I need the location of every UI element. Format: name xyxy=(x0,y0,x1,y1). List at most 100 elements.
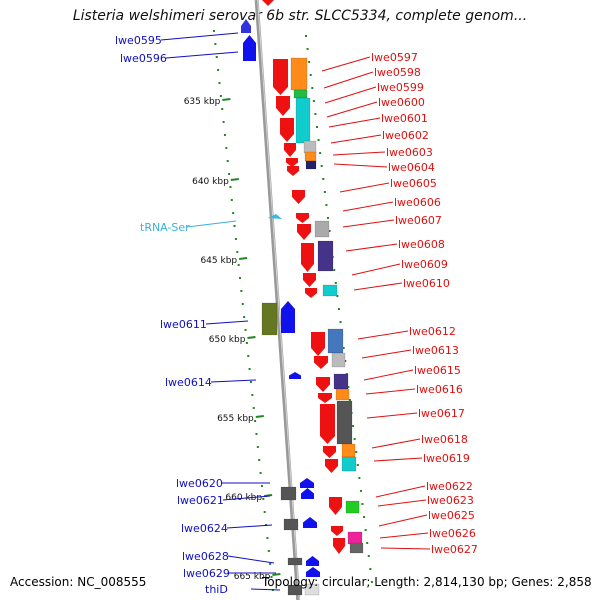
reverse-label-leader xyxy=(373,457,423,462)
reverse-label-leader xyxy=(377,499,427,507)
right-guide-dot xyxy=(337,308,340,310)
reverse-label-leader xyxy=(323,71,374,89)
forward-gene-arrow xyxy=(243,35,256,61)
gene-category-box xyxy=(314,220,330,238)
reverse-gene-label: lwe0597 xyxy=(371,51,418,64)
reverse-label-leader xyxy=(351,263,401,276)
reverse-gene-label: lwe0615 xyxy=(414,364,461,377)
reverse-label-leader xyxy=(361,349,412,359)
forward-gene-arrow xyxy=(303,517,317,528)
reverse-gene-label: lwe0613 xyxy=(412,344,459,357)
right-guide-dot xyxy=(364,529,367,531)
reverse-label-leader xyxy=(328,117,381,128)
reverse-gene-arrow xyxy=(284,143,296,157)
reverse-label-leader xyxy=(366,412,418,419)
forward-gene-label: thiD xyxy=(205,583,228,596)
right-guide-dot xyxy=(352,425,355,427)
right-guide-dot xyxy=(317,139,320,141)
reverse-gene-arrow xyxy=(320,404,335,444)
left-guide-dot xyxy=(243,316,246,318)
left-guide-dot xyxy=(230,199,233,201)
right-guide-dot xyxy=(328,230,331,232)
left-guide-dot xyxy=(245,342,248,344)
reverse-gene-label: lwe0604 xyxy=(388,161,435,174)
right-guide-dot xyxy=(305,35,307,37)
left-guide-dot xyxy=(225,147,228,149)
reverse-gene-arrow xyxy=(286,158,298,167)
reverse-label-leader xyxy=(324,86,377,104)
gene-category-box xyxy=(341,456,357,472)
forward-gene-arrow xyxy=(300,478,314,488)
reverse-gene-arrow xyxy=(280,118,294,142)
reverse-gene-arrow xyxy=(333,538,345,554)
tick-mark xyxy=(272,573,281,576)
reverse-label-leader xyxy=(342,201,394,212)
right-guide-dot xyxy=(339,321,342,323)
tick-mark xyxy=(230,178,239,181)
reverse-gene-label: lwe0623 xyxy=(427,494,474,507)
gene-category-box xyxy=(349,542,364,554)
forward-label-leader xyxy=(226,524,273,529)
reverse-label-leader xyxy=(321,56,371,72)
reverse-gene-label: lwe0606 xyxy=(394,196,441,209)
forward-gene-arrow xyxy=(306,567,320,577)
forward-label-leader xyxy=(210,379,257,383)
reverse-gene-arrow xyxy=(318,393,332,403)
forward-gene-label: lwe0614 xyxy=(165,376,212,389)
left-guide-dot xyxy=(218,82,221,84)
left-guide-dot xyxy=(270,576,273,578)
left-guide-dot xyxy=(240,290,243,292)
left-guide-dot xyxy=(259,472,262,474)
reverse-gene-arrow xyxy=(331,526,343,536)
reverse-gene-label: lwe0600 xyxy=(378,96,425,109)
left-guide-dot xyxy=(213,30,215,32)
gene-category-box xyxy=(283,518,299,531)
reverse-gene-label: lwe0605 xyxy=(390,177,437,190)
reverse-label-leader xyxy=(371,438,421,449)
right-guide-dot xyxy=(366,542,369,544)
reverse-label-leader xyxy=(353,282,403,291)
forward-label-leader xyxy=(165,51,239,59)
right-guide-dot xyxy=(361,503,364,505)
right-guide-dot xyxy=(320,165,323,167)
dotted-guides xyxy=(213,30,373,591)
tick-mark xyxy=(263,494,273,497)
right-guide-dot xyxy=(342,347,345,349)
reverse-gene-arrow xyxy=(287,166,299,176)
gene-category-box xyxy=(345,500,360,514)
right-guide-dot xyxy=(353,438,356,440)
right-guide-dot xyxy=(344,360,347,362)
right-guide-dot xyxy=(325,204,328,206)
gene-category-box xyxy=(280,486,297,501)
reverse-gene-arrow xyxy=(311,332,325,356)
genome-summary: Topology: circular; Length: 2,814,130 bp… xyxy=(262,575,592,589)
right-guide-dot xyxy=(314,113,317,115)
gene-category-box xyxy=(287,584,303,596)
forward-gene-label: lwe0611 xyxy=(160,318,207,331)
reverse-gene-arrow xyxy=(314,356,328,369)
reverse-label-leader xyxy=(380,547,431,550)
forward-gene-arrow xyxy=(241,19,251,33)
right-guide-dot xyxy=(355,451,358,453)
reverse-gene-arrow xyxy=(262,0,274,6)
reverse-gene-label: lwe0598 xyxy=(374,66,421,79)
left-guide-dot xyxy=(248,368,251,370)
reverse-label-leader xyxy=(345,243,398,252)
right-guide-dot xyxy=(312,100,315,102)
gene-category-box xyxy=(322,284,338,297)
reverse-gene-label: lwe0622 xyxy=(426,480,473,493)
left-guide-dot xyxy=(258,459,261,461)
reverse-label-leader xyxy=(379,532,429,539)
forward-gene-arrow xyxy=(289,372,301,379)
forward-gene-arrow xyxy=(301,488,314,499)
gene-category-box xyxy=(331,352,346,368)
right-guide-dot xyxy=(348,399,351,401)
tick-label: 640 kbp xyxy=(192,177,229,187)
reverse-gene-arrow xyxy=(316,377,330,392)
reverse-label-leader xyxy=(357,330,409,340)
reverse-gene-label: lwe0607 xyxy=(395,214,442,227)
right-guide-dot xyxy=(333,269,336,271)
reverse-label-leader xyxy=(332,151,386,156)
reverse-gene-label: lwe0601 xyxy=(381,112,428,125)
